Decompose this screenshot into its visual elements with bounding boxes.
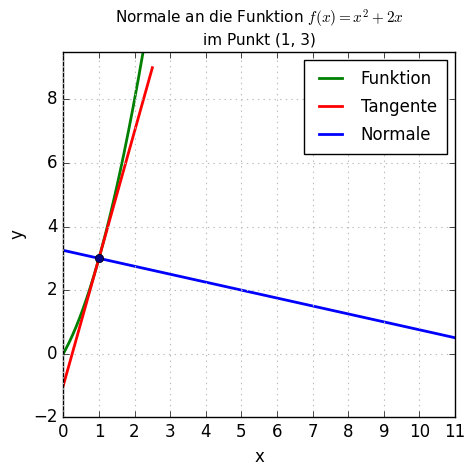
Funktion <box>100 244 105 249</box>
Funktion <box>109 204 115 210</box>
Tangente <box>134 122 139 128</box>
Normale <box>443 333 448 338</box>
Tangente <box>103 232 109 237</box>
Funktion <box>100 242 106 247</box>
Normale <box>452 335 458 341</box>
Title: Normale an die Funktion $f(x) = x^2 + 2x$
im Punkt (1, 3): Normale an die Funktion $f(x) = x^2 + 2x… <box>115 9 404 48</box>
Normale <box>273 295 278 301</box>
X-axis label: x: x <box>254 447 264 465</box>
Line: Tangente: Tangente <box>64 68 152 385</box>
Tangente <box>149 65 155 71</box>
Funktion <box>105 222 110 228</box>
Normale <box>61 247 66 253</box>
Tangente <box>103 230 109 236</box>
Legend: Funktion, Tangente, Normale: Funktion, Tangente, Normale <box>304 60 447 154</box>
Tangente <box>61 383 66 388</box>
Normale <box>293 300 299 305</box>
Tangente <box>109 210 114 216</box>
Line: Funktion: Funktion <box>64 39 145 354</box>
Y-axis label: y: y <box>9 229 27 239</box>
Tangente <box>113 193 119 199</box>
Tangente <box>147 73 153 78</box>
Normale <box>246 289 252 295</box>
Line: Normale: Normale <box>64 250 455 338</box>
Funktion <box>142 36 148 42</box>
Funktion <box>128 118 133 124</box>
Normale <box>249 290 255 295</box>
Funktion <box>140 48 146 54</box>
Normale <box>382 319 387 325</box>
Funktion <box>61 351 66 356</box>
